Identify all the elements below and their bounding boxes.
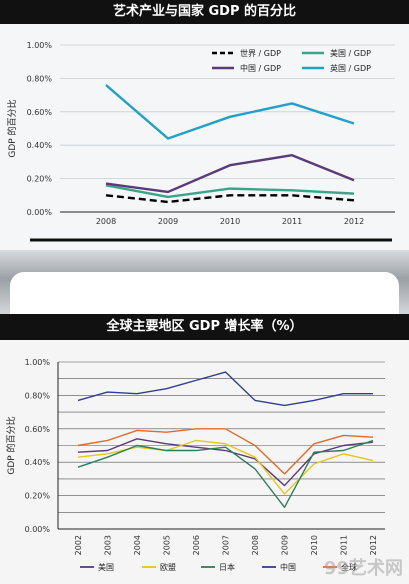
chart2-xtick-label: 2007: [222, 535, 231, 555]
chart1-title: 艺术产业与国家 GDP 的百分比: [0, 0, 409, 24]
chart2-xtick-label: 2011: [340, 535, 349, 555]
chart2-legend-label: 中国: [280, 562, 296, 572]
chart1-ytick-label: 1.00%: [27, 41, 53, 50]
chart1-ytick-label: 0.00%: [27, 208, 53, 217]
chart2-xtick-label: 2010: [310, 535, 319, 555]
section-divider-white: [10, 272, 399, 314]
chart1-ytick-label: 0.60%: [27, 108, 53, 117]
chart2-ytick-label: 1.00%: [25, 358, 51, 367]
chart2-xtick-label: 2009: [281, 535, 290, 555]
chart2: 1.00% 0.80% 0.60% 0.40% 0.20% 0.00% 2002 2003 20…: [5, 358, 385, 572]
chart1-xtick-label: 2010: [220, 217, 240, 226]
chart2-xtick-label: 2002: [74, 535, 83, 555]
chart2-series-line: [77, 428, 374, 475]
chart2-ytick-label: 0.40%: [25, 458, 51, 467]
chart2-ytick-label: 0.80%: [25, 391, 51, 400]
chart2-xtick-label: 2008: [251, 535, 260, 555]
chart1-xtick-label: 2009: [158, 217, 178, 226]
chart2-xtick-label: 2005: [163, 535, 172, 555]
chart1-xtick-label: 2012: [344, 217, 364, 226]
chart1-ytick-label: 0.40%: [27, 141, 53, 150]
chart2-ytick-label: 0.00%: [25, 525, 51, 534]
chart1-ylabel: GDP 的百分比: [6, 99, 18, 157]
chart2-legend-label: 欧盟: [160, 562, 176, 572]
chart2-series-line: [77, 439, 374, 495]
chart1-legend-label: 中国 / GDP: [240, 63, 281, 73]
chart1-legend-label: 世界 / GDP: [240, 48, 281, 58]
chart1-ytick-label: 0.80%: [27, 74, 53, 83]
chart1-xtick-label: 2008: [96, 217, 116, 226]
chart2-legend-label: 全球: [341, 562, 357, 572]
chart2-legend-label: 日本: [219, 562, 235, 572]
chart1-series-line: [105, 84, 355, 140]
chart1-series-line: [105, 194, 355, 204]
chart2-ytick-label: 0.60%: [25, 425, 51, 434]
chart2-xtick-label: 2012: [369, 535, 378, 555]
chart1-xtick-label: 2011: [282, 217, 302, 226]
chart2-title: 全球主要地区 GDP 增长率（%）: [0, 314, 409, 340]
chart2-xtick-label: 2004: [133, 535, 142, 555]
chart2-series-line: [77, 371, 373, 407]
chart2-ytick-label: 0.20%: [25, 492, 51, 501]
chart2-xtick-label: 2003: [104, 535, 113, 555]
chart2-legend-label: 美国: [98, 562, 114, 572]
chart1: 1.00% 0.80% 0.60% 0.40% 0.20% 0.00% 2008 2009 20…: [6, 41, 395, 242]
chart1-series-line: [105, 154, 355, 194]
watermark: 99艺术网: [323, 558, 403, 579]
chart1-ytick-label: 0.20%: [27, 175, 53, 184]
chart1-series-line: [105, 184, 355, 199]
chart1-legend-label: 英国 / GDP: [330, 63, 371, 73]
chart2-xtick-label: 2006: [192, 535, 201, 555]
chart2-series-line: [77, 439, 374, 508]
chart1-legend-label: 美国 / GDP: [330, 48, 371, 58]
chart2-ylabel: GDP 的百分比: [5, 416, 17, 474]
